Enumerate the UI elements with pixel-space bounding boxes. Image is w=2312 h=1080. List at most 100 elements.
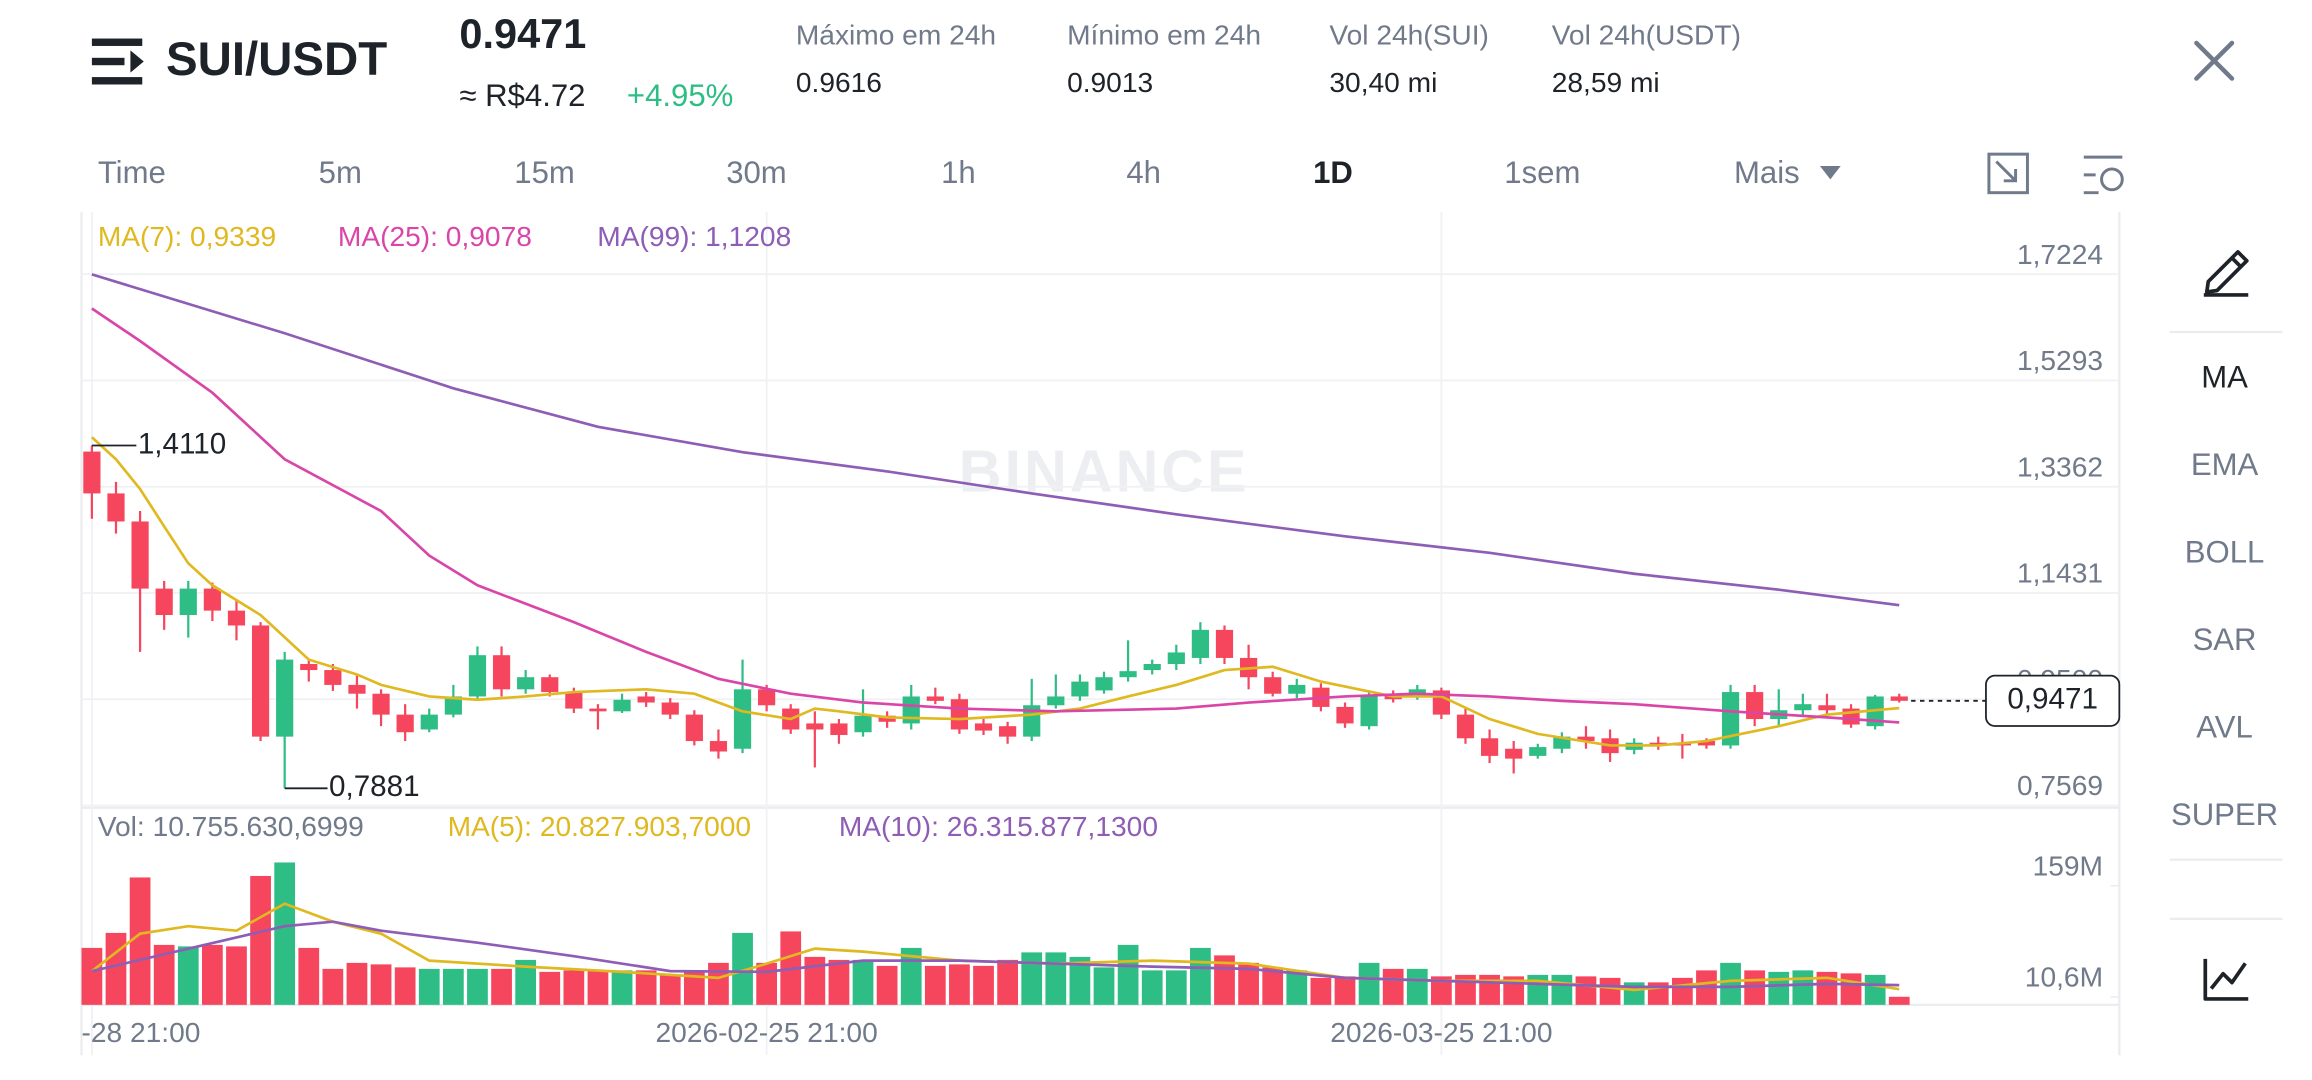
settings-icon[interactable] [2083, 155, 2124, 195]
candle-body [806, 723, 824, 730]
indicator-item[interactable]: AVL [2196, 709, 2253, 744]
indicator-item[interactable]: SAR [2193, 622, 2257, 657]
interval-tab[interactable]: 1h [941, 155, 976, 190]
low-label: 0,7881 [329, 770, 420, 803]
icon-frame [1987, 152, 2029, 195]
pair-title[interactable]: SUI/USDT [166, 33, 387, 86]
candle-body [685, 714, 703, 742]
ma-line [91, 307, 1900, 724]
volume-bar [1069, 956, 1091, 1005]
interval-tab[interactable]: 5m [319, 155, 362, 190]
volume-bar [153, 944, 175, 1005]
x-tick-label: 2026-02-25 21:00 [656, 1017, 878, 1048]
volume-bar [635, 970, 657, 1005]
candle-body [974, 723, 993, 731]
volume-bar [1888, 996, 1910, 1005]
stat-label: Vol 24h(USDT) [1552, 20, 1741, 51]
volume-bar [1527, 974, 1549, 1005]
candle-body [565, 692, 583, 709]
candle-body [468, 655, 487, 697]
volume-bar [1093, 967, 1115, 1005]
volume-ma-line [91, 902, 1900, 992]
interval-tab[interactable]: Mais [1734, 155, 1800, 190]
candle-body [1505, 748, 1523, 759]
close-button[interactable] [2194, 40, 2235, 81]
interval-tab[interactable]: 30m [726, 155, 787, 190]
candle-body [1890, 696, 1908, 701]
dropdown-arrow [1819, 166, 1841, 180]
volume-bar [346, 962, 368, 1005]
volume-bar [1117, 944, 1139, 1005]
menu-bar [91, 38, 143, 46]
indicator-item[interactable]: SUPER [2171, 797, 2278, 832]
interval-tab[interactable]: 4h [1126, 155, 1161, 190]
menu-arrow [130, 50, 144, 73]
volume-bar [105, 932, 127, 1005]
volume-bar [515, 959, 537, 1005]
volume-bar [587, 970, 609, 1005]
draw-icon[interactable] [2203, 250, 2249, 297]
y-tick-label: 1,1431 [2017, 558, 2103, 589]
volume-bar [1406, 968, 1428, 1005]
chart-type-icon[interactable] [2203, 958, 2249, 1001]
volume-bar [491, 968, 512, 1005]
candle-body [155, 588, 173, 616]
volume-bar [1382, 968, 1404, 1005]
indicator-item[interactable]: BOLL [2185, 535, 2265, 570]
candle-body [950, 699, 969, 730]
candle-body [1119, 671, 1137, 678]
candle-body [1167, 652, 1185, 664]
volume-bar [274, 862, 296, 1005]
candle-body [517, 677, 535, 690]
volume-bar [1575, 976, 1597, 1005]
menu-bar [91, 77, 143, 85]
volume-bar [1165, 970, 1187, 1005]
ma-legend: MA(99): 1,1208 [597, 221, 791, 252]
indicator-list: MA EMA BOLL SAR AVL SUPER [2171, 360, 2278, 832]
candle-body [300, 663, 318, 671]
volume-bar [1141, 970, 1163, 1005]
menu-icon[interactable] [91, 38, 144, 85]
candle-body [1360, 696, 1378, 727]
candle-body [444, 696, 462, 715]
candle-body [348, 684, 366, 694]
volume-bar [804, 956, 826, 1005]
volume-ma-line [91, 920, 1900, 989]
candle-body [1818, 705, 1836, 711]
indicator-item[interactable]: MA [2201, 360, 2248, 395]
volume-bar [997, 959, 1018, 1005]
volume-bar [1431, 976, 1452, 1005]
y-tick-label: 1,3362 [2017, 451, 2103, 482]
volume-bar [1479, 974, 1500, 1005]
volume-bar [202, 944, 223, 1005]
candle-body [1095, 677, 1113, 691]
candle-body [1529, 747, 1547, 756]
interval-tab[interactable]: Time [98, 155, 166, 190]
interval-tab[interactable]: 15m [514, 155, 575, 190]
volume-bar [442, 968, 464, 1005]
candle-body [276, 659, 294, 737]
stat-value: 0.9616 [796, 67, 882, 98]
candle-body [541, 677, 559, 693]
volume-bar [924, 965, 946, 1005]
indicator-item[interactable]: EMA [2191, 447, 2259, 482]
last-price-label: 0,9471 [2007, 683, 2098, 716]
interval-tab[interactable]: 1D [1313, 155, 1353, 190]
volume-bar [250, 875, 271, 1005]
candle-body [1480, 738, 1499, 756]
fullscreen-icon[interactable] [1987, 152, 2029, 195]
ma-line [91, 273, 1900, 607]
candle-body [251, 625, 270, 737]
volume-bar [1334, 976, 1356, 1005]
stat-label: Vol 24h(SUI) [1329, 20, 1489, 51]
candle-body [733, 689, 752, 749]
volume-bar [1238, 962, 1259, 1005]
volume-bar [876, 965, 898, 1005]
volume-bar [1599, 977, 1621, 1005]
volume-bar [1045, 952, 1067, 1005]
interval-tab[interactable]: 1sem [1504, 155, 1580, 190]
candle-body [420, 714, 438, 730]
volume-tick-label: 159M [2033, 850, 2103, 881]
stats: Máximo em 24h 0.9616 Mínimo em 24h 0.9013 Vo… [796, 20, 1741, 98]
